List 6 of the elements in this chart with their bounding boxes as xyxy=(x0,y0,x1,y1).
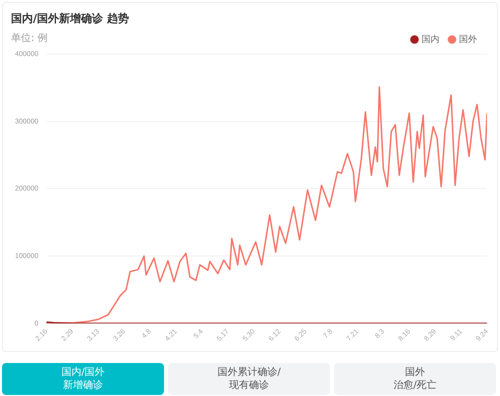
tab-button[interactable]: 国外 治愈/死亡 xyxy=(334,363,496,395)
legend-label: 国外 xyxy=(459,34,477,44)
tab-button[interactable]: 国外累计确诊/ 现有确诊 xyxy=(168,363,330,395)
chart-subtitle: 单位: 例 xyxy=(11,32,48,45)
legend-label: 国内 xyxy=(422,34,440,44)
chart-title: 国内/国外新增确诊 趋势 xyxy=(11,11,129,26)
